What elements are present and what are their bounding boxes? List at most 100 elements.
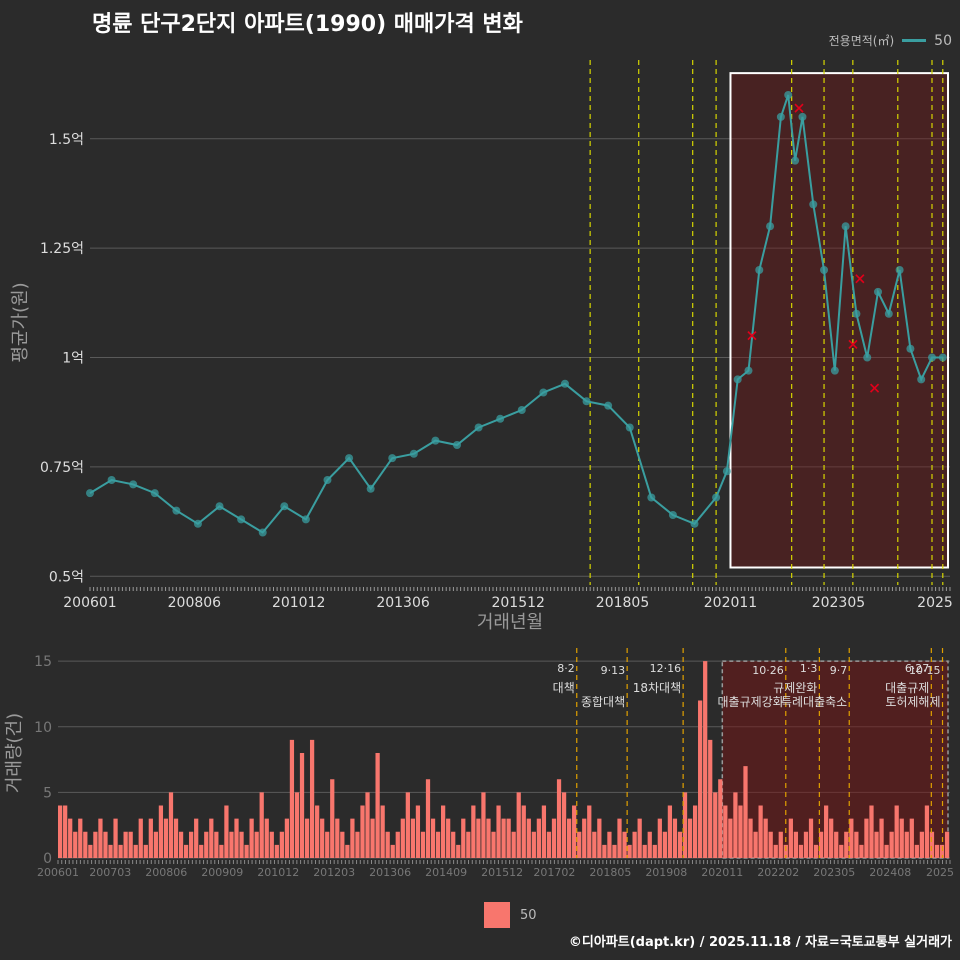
volume-bar [315, 805, 320, 858]
price-point [409, 449, 418, 458]
volume-bar [919, 831, 925, 858]
volume-bar [889, 831, 894, 858]
x-tick-label: 201306 [369, 866, 411, 879]
x-tick-label: 201805 [589, 866, 631, 879]
policy-date-label: 9·7 [830, 664, 848, 677]
legend-bar-label: 50 [520, 907, 537, 923]
volume-bar [365, 792, 370, 858]
volume-bar [914, 844, 919, 858]
policy-date-label: 12·16 [650, 662, 682, 675]
volume-bar [829, 818, 834, 858]
volume-bar [219, 844, 224, 858]
volume-bar [798, 844, 804, 858]
y-axis-title: 평균가(원) [10, 282, 31, 362]
volume-bar [350, 818, 355, 858]
volume-bar [415, 805, 421, 858]
policy-name-label: 규제완화 [773, 681, 817, 695]
price-point [388, 454, 397, 463]
volume-bar [420, 831, 426, 858]
price-point [582, 397, 591, 406]
price-point [86, 489, 94, 498]
legend-top: 전용면적(㎡) 50 [829, 32, 952, 49]
price-point [938, 353, 947, 362]
x-tick-label: 202305 [812, 595, 865, 611]
volume-bar [803, 831, 809, 858]
volume-bar [647, 831, 652, 858]
policy-name-label: 특례대출축소 [781, 695, 847, 709]
volume-bar [521, 805, 526, 858]
volume-bar [254, 831, 259, 858]
price-point [809, 200, 818, 209]
cancelled-marker [794, 103, 804, 113]
volume-bar [476, 818, 481, 858]
price-point [884, 309, 893, 318]
price-point [895, 266, 904, 274]
volume-bar [703, 661, 708, 858]
x-tick-label: 200909 [201, 866, 243, 879]
volume-bar [309, 739, 315, 858]
x-tick-label: 201702 [533, 866, 575, 879]
volume-bar [713, 792, 718, 858]
price-point [927, 353, 936, 362]
volume-bar [451, 831, 456, 858]
price-point [830, 366, 839, 375]
volume-bar [199, 844, 204, 858]
volume-bar [773, 844, 778, 858]
volume-bar [592, 831, 597, 858]
volume-bar [148, 818, 153, 858]
y-tick-label: 5 [43, 785, 52, 801]
price-point [150, 489, 159, 498]
x-tick-label: 202011 [704, 595, 757, 611]
volume-bar [289, 739, 295, 858]
volume-bar [224, 805, 229, 858]
volume-bar [98, 818, 103, 858]
volume-bar [934, 844, 940, 858]
volume-bar [657, 818, 662, 858]
volume-bar [652, 844, 657, 858]
price-point [193, 519, 202, 528]
y-tick-label: 0 [43, 851, 52, 867]
volume-bar [738, 805, 743, 858]
price-point [345, 454, 354, 463]
x-tick-label: 2025 [917, 595, 953, 611]
volume-bar [204, 831, 209, 858]
volume-bar [491, 831, 496, 858]
volume-bar [360, 805, 365, 858]
volume-bar [441, 805, 446, 858]
volume-bar [239, 831, 244, 858]
volume-bar [904, 831, 909, 858]
volume-bar [622, 831, 627, 858]
volume-bar [395, 831, 400, 858]
price-point [301, 515, 310, 524]
volume-bar [783, 844, 788, 858]
policy-date-label: 10·26 [752, 664, 784, 677]
volume-bar [884, 844, 889, 858]
volume-bar [390, 844, 395, 858]
volume-bar [541, 805, 547, 858]
cancelled-marker [870, 383, 880, 393]
price-line-chart: 0.5억 0.75억 1억 1.25억 1.5억 200601 200806 201012 20… [10, 60, 953, 633]
price-point [323, 476, 332, 484]
volume-bar [909, 818, 914, 858]
volume-bar [259, 792, 264, 858]
volume-bar [299, 753, 305, 858]
volume-bar [214, 831, 219, 858]
x-tick-label: 201203 [313, 866, 355, 879]
price-point [129, 480, 138, 489]
price-line [89, 94, 943, 534]
volume-bar [229, 831, 234, 858]
volume-bar [93, 831, 98, 858]
policy-date-label: 10·15 [909, 664, 941, 677]
volume-bar [758, 805, 763, 858]
price-point [690, 519, 699, 528]
price-point [560, 379, 569, 388]
volume-bar [944, 831, 950, 858]
volume-bar [405, 792, 410, 858]
y-tick-label: 1.5억 [49, 132, 84, 148]
x-tick-label: 2025 [926, 866, 954, 879]
volume-bar [839, 844, 844, 858]
volume-bar [637, 818, 642, 858]
volume-bar [874, 831, 879, 858]
volume-bar [748, 818, 753, 858]
volume-bar [173, 818, 179, 858]
